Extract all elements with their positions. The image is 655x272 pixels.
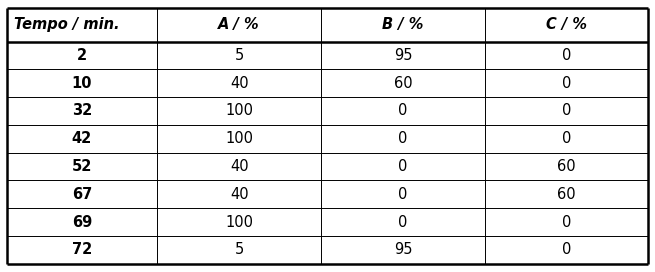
Text: 67: 67 (72, 187, 92, 202)
Text: 0: 0 (562, 76, 571, 91)
Text: 0: 0 (562, 103, 571, 119)
Text: 60: 60 (394, 76, 412, 91)
Text: 32: 32 (72, 103, 92, 119)
Text: 60: 60 (557, 159, 576, 174)
Text: C / %: C / % (546, 17, 587, 32)
Text: 69: 69 (72, 215, 92, 230)
Text: 95: 95 (394, 242, 412, 257)
Text: 60: 60 (557, 187, 576, 202)
Text: 0: 0 (398, 187, 407, 202)
Text: 100: 100 (225, 215, 253, 230)
Text: 100: 100 (225, 131, 253, 146)
Text: 5: 5 (234, 242, 244, 257)
Text: 0: 0 (562, 48, 571, 63)
Text: A / %: A / % (218, 17, 260, 32)
Text: 0: 0 (562, 242, 571, 257)
Text: 0: 0 (398, 131, 407, 146)
Text: 40: 40 (230, 76, 248, 91)
Text: 72: 72 (72, 242, 92, 257)
Text: 95: 95 (394, 48, 412, 63)
Text: 0: 0 (562, 131, 571, 146)
Text: 100: 100 (225, 103, 253, 119)
Text: 52: 52 (72, 159, 92, 174)
Text: 42: 42 (72, 131, 92, 146)
Text: Tempo / min.: Tempo / min. (14, 17, 120, 32)
Text: 5: 5 (234, 48, 244, 63)
Text: 10: 10 (72, 76, 92, 91)
Text: 0: 0 (398, 103, 407, 119)
Text: 0: 0 (562, 215, 571, 230)
Text: 40: 40 (230, 187, 248, 202)
Text: B / %: B / % (383, 17, 424, 32)
Text: 2: 2 (77, 48, 87, 63)
Text: 0: 0 (398, 159, 407, 174)
Text: 40: 40 (230, 159, 248, 174)
Text: 0: 0 (398, 215, 407, 230)
